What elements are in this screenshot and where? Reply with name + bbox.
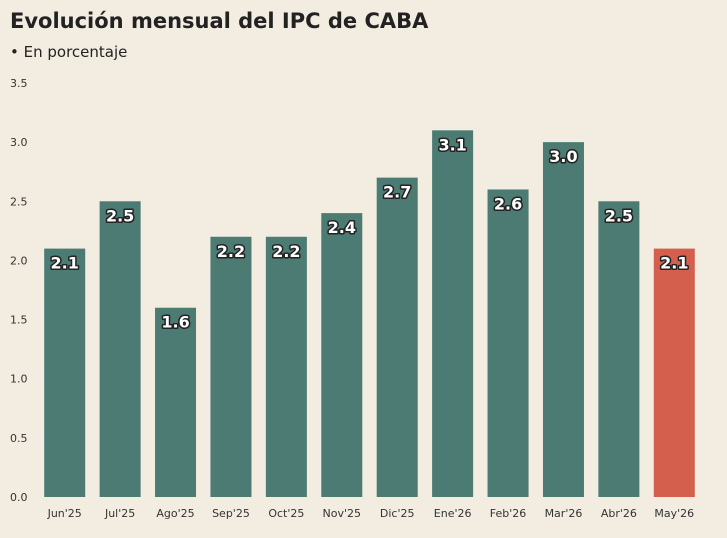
bar bbox=[487, 189, 529, 497]
y-tick-label: 2.0 bbox=[10, 254, 28, 267]
value-label: 3.0 bbox=[549, 147, 577, 166]
bar bbox=[321, 213, 363, 497]
value-label: 2.7 bbox=[383, 183, 411, 202]
x-tick-label: Nov'25 bbox=[323, 507, 362, 520]
y-tick-label: 0.5 bbox=[10, 432, 28, 445]
y-tick-label: 1.5 bbox=[10, 314, 28, 327]
x-tick-label: Sep'25 bbox=[212, 507, 250, 520]
x-tick-label: Ago'25 bbox=[156, 507, 194, 520]
value-label: 3.1 bbox=[438, 135, 466, 154]
y-tick-label: 3.5 bbox=[10, 77, 28, 90]
x-tick-label: Jul'25 bbox=[104, 507, 135, 520]
x-tick-label: Oct'25 bbox=[268, 507, 304, 520]
bar bbox=[542, 142, 584, 497]
value-label: 2.1 bbox=[51, 254, 79, 273]
bar bbox=[653, 248, 695, 497]
y-tick-label: 2.5 bbox=[10, 195, 28, 208]
y-tick-label: 0.0 bbox=[10, 491, 28, 504]
x-tick-label: May'26 bbox=[654, 507, 694, 520]
bar bbox=[432, 130, 474, 498]
bar bbox=[99, 201, 141, 498]
value-label: 2.2 bbox=[272, 242, 300, 261]
value-label: 2.5 bbox=[106, 206, 134, 225]
x-tick-label: Feb'26 bbox=[490, 507, 527, 520]
value-label: 2.6 bbox=[494, 194, 522, 213]
chart-title: Evolución mensual del IPC de CABA bbox=[10, 9, 429, 33]
value-label: 2.4 bbox=[328, 218, 356, 237]
value-label: 2.2 bbox=[217, 242, 245, 261]
y-tick-label: 1.0 bbox=[10, 373, 28, 386]
y-tick-label: 3.0 bbox=[10, 136, 28, 149]
bar bbox=[376, 177, 418, 497]
x-tick-label: Dic'25 bbox=[380, 507, 415, 520]
x-tick-label: Abr'26 bbox=[601, 507, 637, 520]
bar bbox=[210, 236, 252, 497]
chart-subtitle: • En porcentaje bbox=[10, 43, 127, 61]
bar bbox=[155, 307, 197, 497]
x-tick-label: Jun'25 bbox=[47, 507, 82, 520]
bar bbox=[265, 236, 307, 497]
bar bbox=[44, 248, 86, 497]
value-label: 2.1 bbox=[660, 254, 688, 273]
value-label: 1.6 bbox=[161, 313, 189, 332]
x-tick-label: Ene'26 bbox=[434, 507, 472, 520]
value-label: 2.5 bbox=[605, 206, 633, 225]
bar bbox=[598, 201, 640, 498]
x-tick-label: Mar'26 bbox=[545, 507, 583, 520]
